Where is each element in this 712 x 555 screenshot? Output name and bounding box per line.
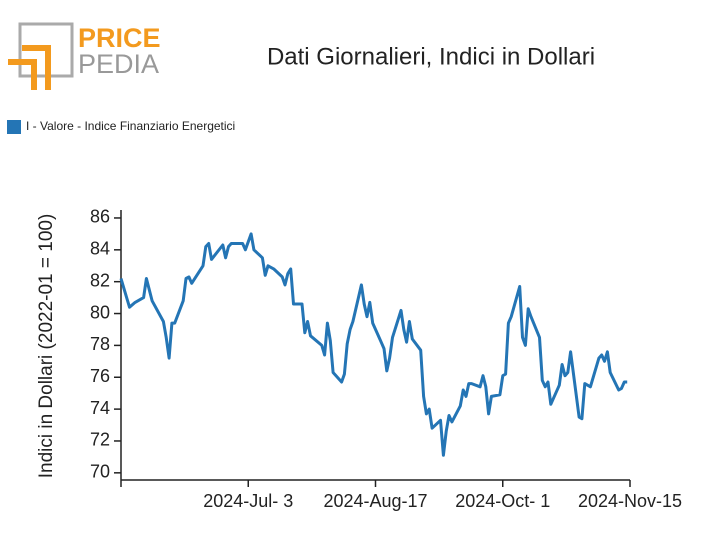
logo-mark xyxy=(8,45,51,90)
y-tick-label: 78 xyxy=(90,334,110,354)
y-tick-label: 84 xyxy=(90,239,110,259)
line-series xyxy=(119,232,628,457)
y-tick-label: 70 xyxy=(90,462,110,482)
legend-label: I - Valore - Indice Finanziario Energeti… xyxy=(26,119,235,133)
logo-bottom: PEDIA xyxy=(78,49,159,79)
logo: PRICE PEDIA xyxy=(8,22,161,90)
y-tick-label: 76 xyxy=(90,366,110,386)
x-tick-label: 2024-Nov-15 xyxy=(578,491,682,511)
chart-title: Dati Giornalieri, Indici in Dollari xyxy=(267,43,595,70)
y-tick-label: 80 xyxy=(90,302,110,322)
y-tick-label: 82 xyxy=(90,270,110,290)
y-tick-label: 74 xyxy=(90,398,110,418)
logo-top: PRICE xyxy=(78,23,161,53)
x-tick-label: 2024-Jul- 3 xyxy=(203,491,293,511)
y-tick-label: 72 xyxy=(90,430,110,450)
y-axis-label: Indici in Dollari (2022-01 = 100) xyxy=(36,214,57,479)
legend-swatch xyxy=(7,120,21,134)
y-tick-label: 86 xyxy=(90,207,110,227)
x-tick-label: 2024-Aug-17 xyxy=(323,491,427,511)
x-tick-label: 2024-Oct- 1 xyxy=(455,491,550,511)
